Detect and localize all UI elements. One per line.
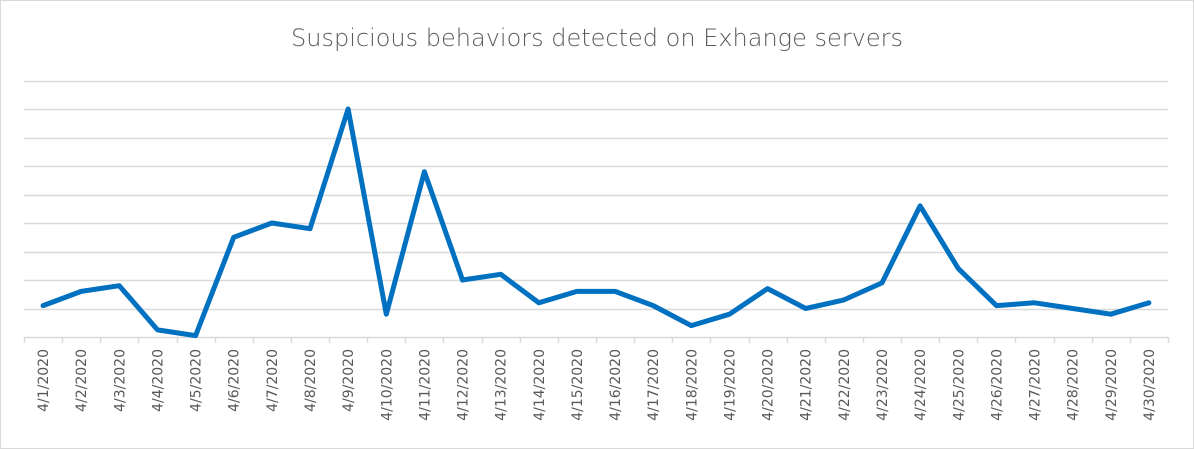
x-axis-label: 4/2/2020	[74, 349, 90, 412]
x-axis-label: 4/23/2020	[875, 349, 891, 421]
x-axis-label: 4/14/2020	[532, 349, 548, 421]
chart-title: Suspicious behaviors detected on Exhange…	[291, 24, 903, 52]
x-axis-label: 4/7/2020	[265, 349, 281, 412]
x-axis-label: 4/15/2020	[570, 349, 586, 421]
x-axis-label: 4/19/2020	[723, 349, 739, 421]
x-axis-label: 4/8/2020	[303, 349, 319, 412]
x-axis-label: 4/6/2020	[227, 349, 243, 412]
x-axis-label: 4/26/2020	[989, 349, 1005, 421]
x-axis-label: 4/27/2020	[1028, 349, 1044, 421]
x-axis-labels: 4/1/2020 4/2/2020 4/3/2020 4/4/2020 4/5/2020…	[36, 349, 1158, 421]
x-axis-label: 4/3/2020	[112, 349, 128, 412]
x-axis-label: 4/17/2020	[646, 349, 662, 421]
x-axis-label: 4/24/2020	[913, 349, 929, 421]
x-axis-label: 4/20/2020	[761, 349, 777, 421]
data-series	[40, 106, 1152, 339]
x-axis-label: 4/16/2020	[608, 349, 624, 421]
x-axis-label: 4/12/2020	[456, 349, 472, 421]
x-axis-label: 4/18/2020	[684, 349, 700, 421]
x-axis-label: 4/4/2020	[151, 349, 167, 412]
x-axis-label: 4/25/2020	[951, 349, 967, 421]
x-axis-label: 4/28/2020	[1066, 349, 1082, 421]
gridlines	[24, 80, 1168, 311]
x-axis-label: 4/29/2020	[1104, 349, 1120, 421]
x-axis-label: 4/10/2020	[379, 349, 395, 421]
x-axis-label: 4/13/2020	[494, 349, 510, 421]
x-axis-label: 4/21/2020	[799, 349, 815, 421]
x-axis-label: 4/30/2020	[1142, 349, 1158, 421]
x-axis-label: 4/9/2020	[341, 349, 357, 412]
series-line	[40, 106, 1152, 339]
x-axis	[23, 336, 1170, 343]
x-axis-label: 4/22/2020	[837, 349, 853, 421]
x-axis-label: 4/1/2020	[36, 349, 52, 412]
x-axis-label: 4/5/2020	[189, 349, 205, 412]
x-axis-label: 4/11/2020	[417, 349, 433, 421]
